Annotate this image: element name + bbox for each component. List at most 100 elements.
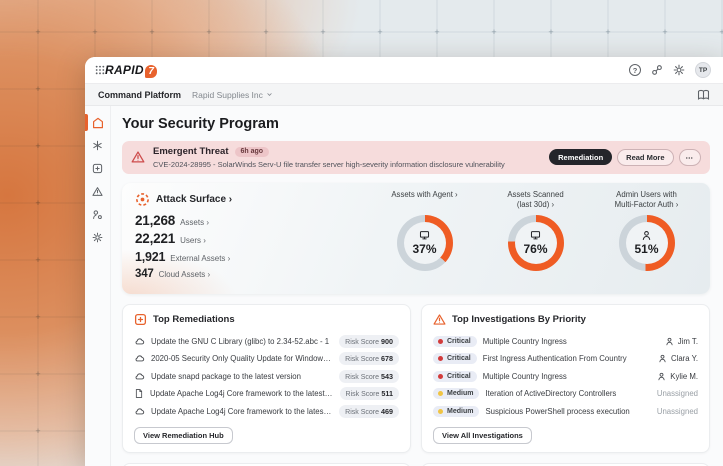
main-content: Your Security Program Emergent Threat 6h… — [111, 106, 723, 466]
alert-triangle-icon — [131, 150, 145, 164]
rapid7-logo[interactable]: RAPID 7 — [105, 61, 158, 79]
app-window: RAPID 7 ? TP Command Platform Rapid Suppl… — [85, 57, 723, 466]
sidebar-item-home[interactable] — [85, 114, 110, 131]
investigation-row[interactable]: Critical First Ingress Authentication Fro… — [433, 350, 698, 368]
person-icon — [642, 230, 651, 240]
gear-icon — [92, 232, 103, 243]
severity-badge: Critical — [433, 353, 477, 365]
severity-dot-icon — [438, 356, 443, 362]
remediation-row[interactable]: Update the GNU C Library (glibc) to 2.34… — [134, 333, 399, 351]
remediation-row[interactable]: 2020-05 Security Only Quality Update for… — [134, 350, 399, 368]
chevron-down-icon — [267, 93, 272, 96]
assignee: Unassigned — [656, 406, 698, 416]
investigation-text: Multiple Country Ingress — [482, 336, 567, 346]
stat-users[interactable]: 22,221 Users › — [135, 231, 206, 246]
remediation-button[interactable]: Remediation — [549, 149, 613, 166]
brand-seven-icon: 7 — [144, 65, 158, 78]
assignee: Clara Y. — [658, 354, 698, 363]
severity-dot-icon — [438, 391, 443, 397]
investigation-text: Multiple Country Ingress — [482, 371, 567, 381]
alert-time-badge: 6h ago — [234, 146, 270, 157]
sidebar-item-investigations[interactable] — [85, 184, 110, 199]
remediation-row[interactable]: Update Apache Log4j Core framework to th… — [134, 403, 399, 421]
attack-surface-link[interactable]: Attack Surface › — [135, 192, 369, 207]
donut-label-link[interactable]: Assets with Agent › — [391, 189, 458, 199]
severity-dot-icon — [438, 338, 443, 344]
sidebar-item-identity[interactable] — [85, 207, 110, 222]
sidebar-item-remediation[interactable] — [85, 161, 110, 176]
assignee: Unassigned — [656, 389, 698, 399]
identity-icon — [93, 210, 102, 220]
brand-name: RAPID — [105, 63, 144, 77]
card-title: Top Remediations — [153, 313, 235, 325]
donut-label-link[interactable]: Assets Scanned (last 30d) › — [507, 189, 564, 210]
donut-chart: 37% — [396, 214, 453, 271]
severity-badge: Critical — [433, 335, 477, 347]
risk-score-badge: Risk Score 678 — [339, 352, 399, 366]
gear-icon[interactable] — [673, 64, 685, 76]
remediation-text: 2020-05 Security Only Quality Update for… — [151, 354, 334, 364]
person-icon — [665, 337, 674, 346]
risk-score-badge: Risk Score 543 — [339, 369, 399, 383]
attack-surface-panel: Attack Surface › 21,268 Assets › 22,221 … — [122, 182, 710, 294]
cloud-icon — [134, 336, 145, 347]
investigation-row[interactable]: Critical Multiple Country Ingress Jim T. — [433, 333, 698, 351]
help-icon[interactable]: ? — [629, 64, 641, 76]
cloud-icon — [134, 371, 145, 382]
risk-score-badge: Risk Score 511 — [339, 387, 399, 401]
stat-cloud-assets[interactable]: 347 Cloud Assets › — [135, 268, 211, 280]
donut-assets-scanned: Assets Scanned (last 30d) › 76% — [480, 190, 591, 294]
square-plus-icon — [92, 163, 103, 174]
remediation-row[interactable]: Update Apache Log4j Core framework to th… — [134, 385, 399, 403]
link-icon[interactable] — [651, 64, 663, 76]
investigation-row[interactable]: Critical Multiple Country Ingress Kylie M. — [433, 368, 698, 386]
user-avatar[interactable]: TP — [695, 62, 711, 78]
monitor-icon — [530, 230, 541, 239]
read-more-button[interactable]: Read More — [617, 148, 674, 166]
view-remediation-hub-button[interactable]: View Remediation Hub — [134, 427, 233, 444]
sidebar-item-settings[interactable] — [85, 230, 110, 245]
breadcrumb: Command Platform Rapid Supplies Inc — [85, 84, 723, 106]
person-icon — [658, 354, 667, 363]
monitor-icon — [419, 230, 430, 239]
emergent-threat-banner: Emergent Threat 6h ago CVE-2024-28995 - … — [122, 141, 710, 174]
home-icon — [92, 117, 103, 128]
file-icon — [134, 388, 144, 399]
risk-score-badge: Risk Score 469 — [339, 404, 399, 418]
person-icon — [657, 372, 666, 381]
remediation-text: Update the GNU C Library (glibc) to 2.34… — [151, 336, 330, 346]
alert-triangle-icon — [92, 187, 103, 196]
investigation-text: Suspicious PowerShell process execution — [485, 406, 630, 416]
org-selector[interactable]: Rapid Supplies Inc — [192, 90, 273, 100]
view-all-investigations-button[interactable]: View All Investigations — [433, 427, 532, 444]
breadcrumb-platform[interactable]: Command Platform — [98, 89, 182, 100]
severity-badge: Medium — [433, 388, 480, 400]
stat-external-assets[interactable]: 1,921 External Assets › — [135, 249, 231, 264]
investigation-row[interactable]: Medium Suspicious PowerShell process exec… — [433, 403, 698, 421]
donut-chart: 76% — [507, 214, 564, 271]
remediation-text: Update Apache Log4j Core framework to th… — [150, 389, 334, 399]
donut-admin-mfa: Admin Users with Multi-Factor Auth › 51% — [591, 190, 702, 294]
stat-assets[interactable]: 21,268 Assets › — [135, 212, 209, 228]
remediation-text: Update Apache Log4j Core framework to th… — [151, 406, 334, 416]
remediation-text: Update snapd package to the latest versi… — [151, 371, 301, 381]
cloud-icon — [134, 406, 145, 417]
alert-triangle-icon — [433, 313, 446, 326]
alert-title: Emergent Threat — [153, 146, 229, 157]
asterisk-icon — [93, 140, 102, 151]
sidebar-item-surface[interactable] — [85, 138, 110, 153]
sidebar — [85, 106, 111, 466]
app-grid-icon[interactable] — [95, 65, 105, 75]
org-name: Rapid Supplies Inc — [192, 89, 263, 100]
donut-label-link[interactable]: Admin Users with Multi-Factor Auth › — [614, 189, 679, 210]
severity-badge: Critical — [433, 370, 477, 382]
more-options-button[interactable]: ⋯ — [678, 148, 701, 166]
docs-book-icon[interactable] — [697, 88, 710, 101]
severity-dot-icon — [438, 408, 443, 414]
page-title: Your Security Program — [122, 116, 279, 132]
donut-chart: 51% — [618, 214, 675, 271]
investigation-row[interactable]: Medium Iteration of ActiveDirectory Contr… — [433, 385, 698, 403]
assignee: Kylie M. — [657, 372, 698, 381]
remediation-row[interactable]: Update snapd package to the latest versi… — [134, 368, 399, 386]
top-investigations-card: Top Investigations By Priority Critical M… — [421, 303, 710, 453]
